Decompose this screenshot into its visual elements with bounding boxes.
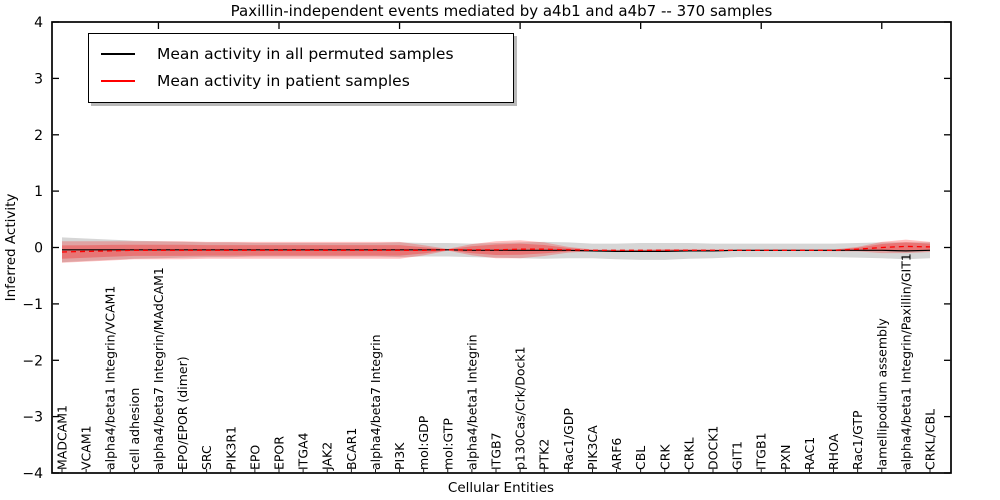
legend-label: Mean activity in all permuted samples	[157, 44, 454, 63]
legend-line-black-icon	[101, 52, 135, 55]
legend: Mean activity in all permuted samples Me…	[88, 33, 514, 103]
x-tick-label: Rac1/GDP	[561, 408, 576, 470]
x-tick-label: mol:GTP	[440, 418, 455, 470]
x-tick-label: alpha4/beta1 Integrin	[464, 334, 479, 470]
y-tick-label: −2	[22, 353, 43, 369]
y-tick-label: 3	[34, 71, 43, 87]
patient-std-band	[62, 239, 930, 263]
x-tick-label: alpha4/beta1 Integrin/Paxillin/GIT1	[898, 253, 913, 470]
x-tick-label: ITGB7	[489, 432, 504, 470]
x-tick-label: CRKL	[681, 437, 696, 470]
y-axis-label: Inferred Activity	[3, 194, 19, 302]
x-tick-label: PIK3CA	[585, 425, 600, 470]
y-tick-label: 1	[34, 184, 43, 200]
x-tick-label: p130Cas/Crk/Dock1	[513, 346, 528, 470]
x-tick-label: mol:GDP	[416, 415, 431, 470]
x-tick-label: CRKL/CBL	[923, 409, 938, 470]
x-tick-label: PIK3R1	[223, 426, 238, 470]
x-tick-label: lamellipodium assembly	[874, 318, 889, 470]
x-tick-label: ARF6	[609, 438, 624, 470]
x-tick-label: PXN	[778, 445, 793, 470]
legend-label: Mean activity in patient samples	[157, 71, 410, 90]
x-tick-label: EPO/EPOR (dimer)	[175, 356, 190, 470]
x-tick-label: JAK2	[320, 442, 335, 471]
x-tick-label: Rac1/GTP	[850, 410, 865, 470]
x-tick-label: EPO	[247, 445, 262, 470]
x-tick-label: DOCK1	[706, 426, 721, 470]
patient-mean-line	[61, 245, 931, 253]
x-tick-label: GIT1	[730, 441, 745, 470]
chart-title: Paxillin-independent events mediated by …	[230, 2, 773, 20]
x-tick-label: EPOR	[272, 436, 287, 470]
x-tick-label: ITGB1	[754, 432, 769, 470]
y-tick-label: −3	[22, 410, 43, 426]
y-tick-label: 4	[34, 15, 43, 31]
y-tick-label: 2	[34, 128, 43, 144]
x-axis-label: Cellular Entities	[448, 480, 554, 496]
y-tick-label: −4	[22, 466, 43, 482]
x-tick-label: alpha4/beta7 Integrin	[368, 334, 383, 470]
x-tick-label: CRK	[657, 444, 672, 470]
axis-frame	[51, 21, 952, 474]
x-tick-label: PI3K	[392, 442, 407, 470]
x-tick-label: RAC1	[802, 437, 817, 470]
x-tick-label: VCAM1	[79, 425, 94, 470]
legend-item-permuted: Mean activity in all permuted samples	[101, 40, 501, 67]
x-tick-label: BCAR1	[344, 428, 359, 470]
x-tick-label: MADCAM1	[55, 405, 70, 470]
x-tick-label: alpha4/beta7 Integrin/MAdCAM1	[151, 267, 166, 470]
x-tick-label: alpha4/beta1 Integrin/VCAM1	[103, 286, 118, 470]
y-tick-label: −1	[22, 297, 43, 313]
legend-item-patient: Mean activity in patient samples	[101, 67, 501, 94]
x-tick-label: RHOA	[826, 433, 841, 470]
y-tick-label: 0	[34, 241, 43, 257]
x-tick-label: PTK2	[537, 439, 552, 470]
x-tick-label: cell adhesion	[127, 388, 142, 470]
x-tick-label: ITGA4	[296, 432, 311, 470]
legend-line-red-icon	[101, 79, 135, 82]
x-tick-label: SRC	[199, 445, 214, 470]
x-tick-label: CBL	[633, 446, 648, 470]
